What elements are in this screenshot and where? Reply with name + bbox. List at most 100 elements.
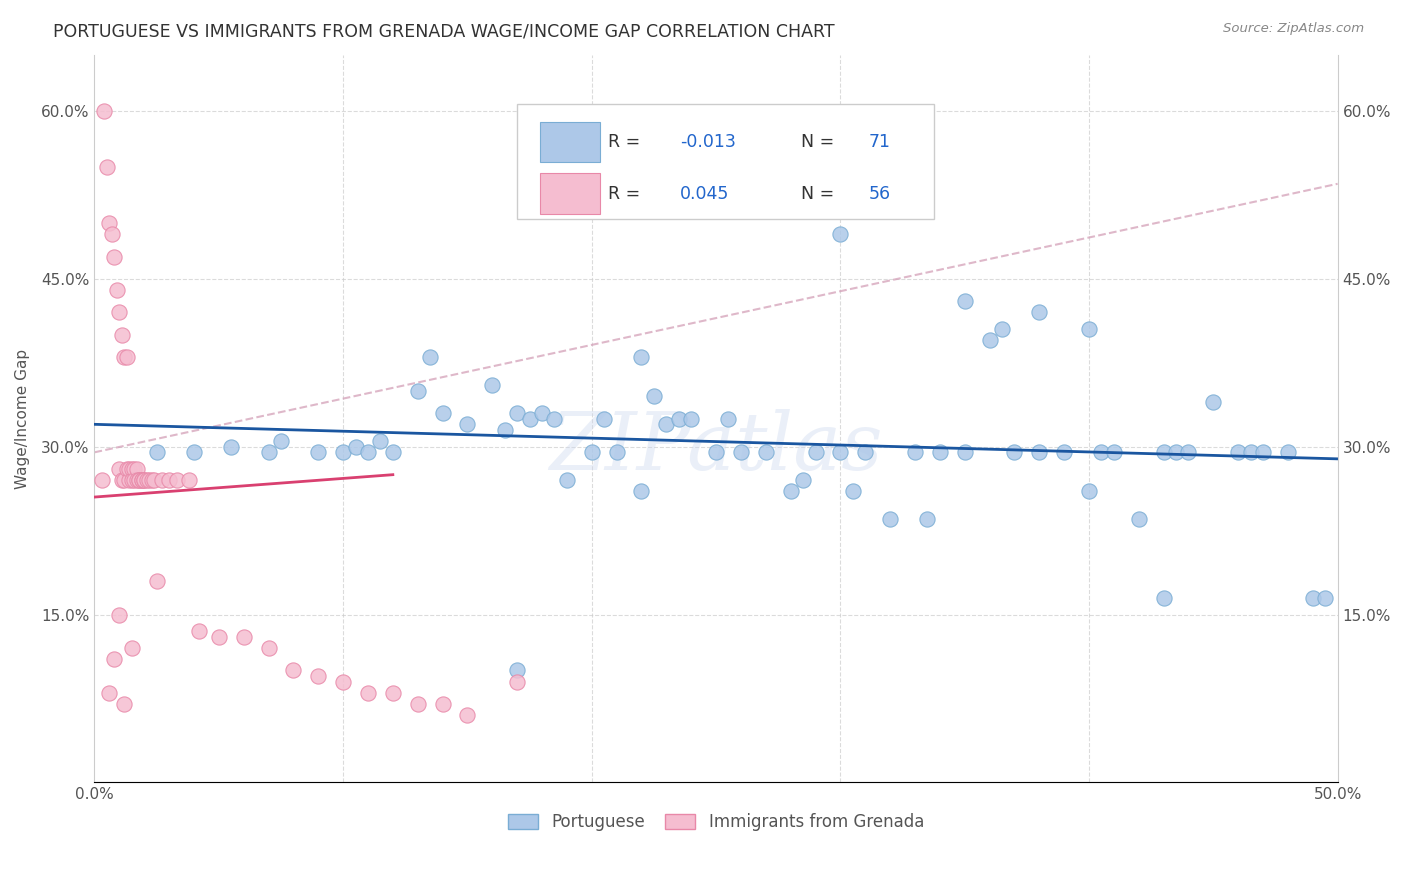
Point — [145, 445, 167, 459]
Point — [307, 669, 329, 683]
Point — [555, 473, 578, 487]
Point — [332, 674, 354, 689]
Point — [456, 708, 478, 723]
Point — [1302, 591, 1324, 605]
Point — [138, 473, 160, 487]
Point — [1028, 445, 1050, 459]
Point — [187, 624, 209, 639]
Point — [177, 473, 200, 487]
Point — [1078, 484, 1101, 499]
Point — [118, 473, 141, 487]
Point — [494, 423, 516, 437]
Point — [98, 686, 121, 700]
Point — [953, 294, 976, 309]
Point — [121, 462, 143, 476]
Point — [219, 440, 242, 454]
Point — [842, 484, 865, 499]
Point — [668, 411, 690, 425]
Point — [90, 473, 112, 487]
Point — [704, 445, 727, 459]
Text: ZIPatlas: ZIPatlas — [550, 409, 883, 486]
Text: 71: 71 — [869, 133, 891, 151]
Point — [456, 417, 478, 432]
Point — [111, 473, 134, 487]
Point — [143, 473, 166, 487]
Y-axis label: Wage/Income Gap: Wage/Income Gap — [15, 349, 30, 489]
Point — [283, 664, 305, 678]
Point — [530, 406, 553, 420]
Point — [115, 350, 138, 364]
Point — [1128, 512, 1150, 526]
Point — [370, 434, 392, 449]
FancyBboxPatch shape — [540, 121, 600, 162]
Point — [730, 445, 752, 459]
Point — [804, 445, 827, 459]
Point — [581, 445, 603, 459]
Point — [105, 283, 128, 297]
Point — [93, 104, 115, 119]
Point — [257, 445, 280, 459]
Point — [1102, 445, 1125, 459]
Point — [108, 607, 131, 622]
Point — [344, 440, 367, 454]
Point — [381, 445, 404, 459]
Point — [593, 411, 616, 425]
Point — [953, 445, 976, 459]
Point — [112, 473, 135, 487]
Point — [98, 216, 121, 230]
Point — [792, 473, 814, 487]
Point — [630, 484, 652, 499]
Point — [157, 473, 180, 487]
Point — [506, 674, 529, 689]
Point — [232, 630, 254, 644]
Point — [121, 641, 143, 656]
Point — [853, 445, 876, 459]
Point — [103, 250, 125, 264]
Point — [755, 445, 778, 459]
Point — [1177, 445, 1199, 459]
Text: -0.013: -0.013 — [681, 133, 735, 151]
Point — [1153, 445, 1175, 459]
Point — [1239, 445, 1261, 459]
Point — [122, 462, 145, 476]
Point — [96, 160, 118, 174]
Point — [1164, 445, 1187, 459]
Legend: Portuguese, Immigrants from Grenada: Portuguese, Immigrants from Grenada — [503, 808, 929, 836]
Point — [270, 434, 292, 449]
Point — [991, 322, 1014, 336]
Point — [112, 350, 135, 364]
Point — [928, 445, 950, 459]
Point — [681, 411, 703, 425]
Point — [1078, 322, 1101, 336]
Point — [1277, 445, 1299, 459]
Point — [134, 473, 156, 487]
Point — [131, 473, 153, 487]
Point — [257, 641, 280, 656]
Point — [183, 445, 205, 459]
Point — [1227, 445, 1250, 459]
Point — [1315, 591, 1337, 605]
Point — [128, 473, 150, 487]
Point — [630, 350, 652, 364]
Point — [432, 697, 454, 711]
Point — [1202, 395, 1225, 409]
Point — [432, 406, 454, 420]
Point — [643, 389, 665, 403]
Point — [125, 462, 148, 476]
Text: 0.045: 0.045 — [681, 185, 730, 202]
Point — [134, 473, 156, 487]
Point — [830, 227, 852, 241]
Point — [1251, 445, 1274, 459]
Point — [208, 630, 231, 644]
Point — [101, 227, 124, 241]
Point — [112, 697, 135, 711]
Point — [166, 473, 188, 487]
FancyBboxPatch shape — [540, 173, 600, 214]
Point — [1028, 305, 1050, 319]
Point — [103, 652, 125, 666]
Point — [830, 445, 852, 459]
Point — [879, 512, 901, 526]
Point — [357, 445, 380, 459]
Point — [108, 462, 131, 476]
Text: N =: N = — [800, 185, 839, 202]
